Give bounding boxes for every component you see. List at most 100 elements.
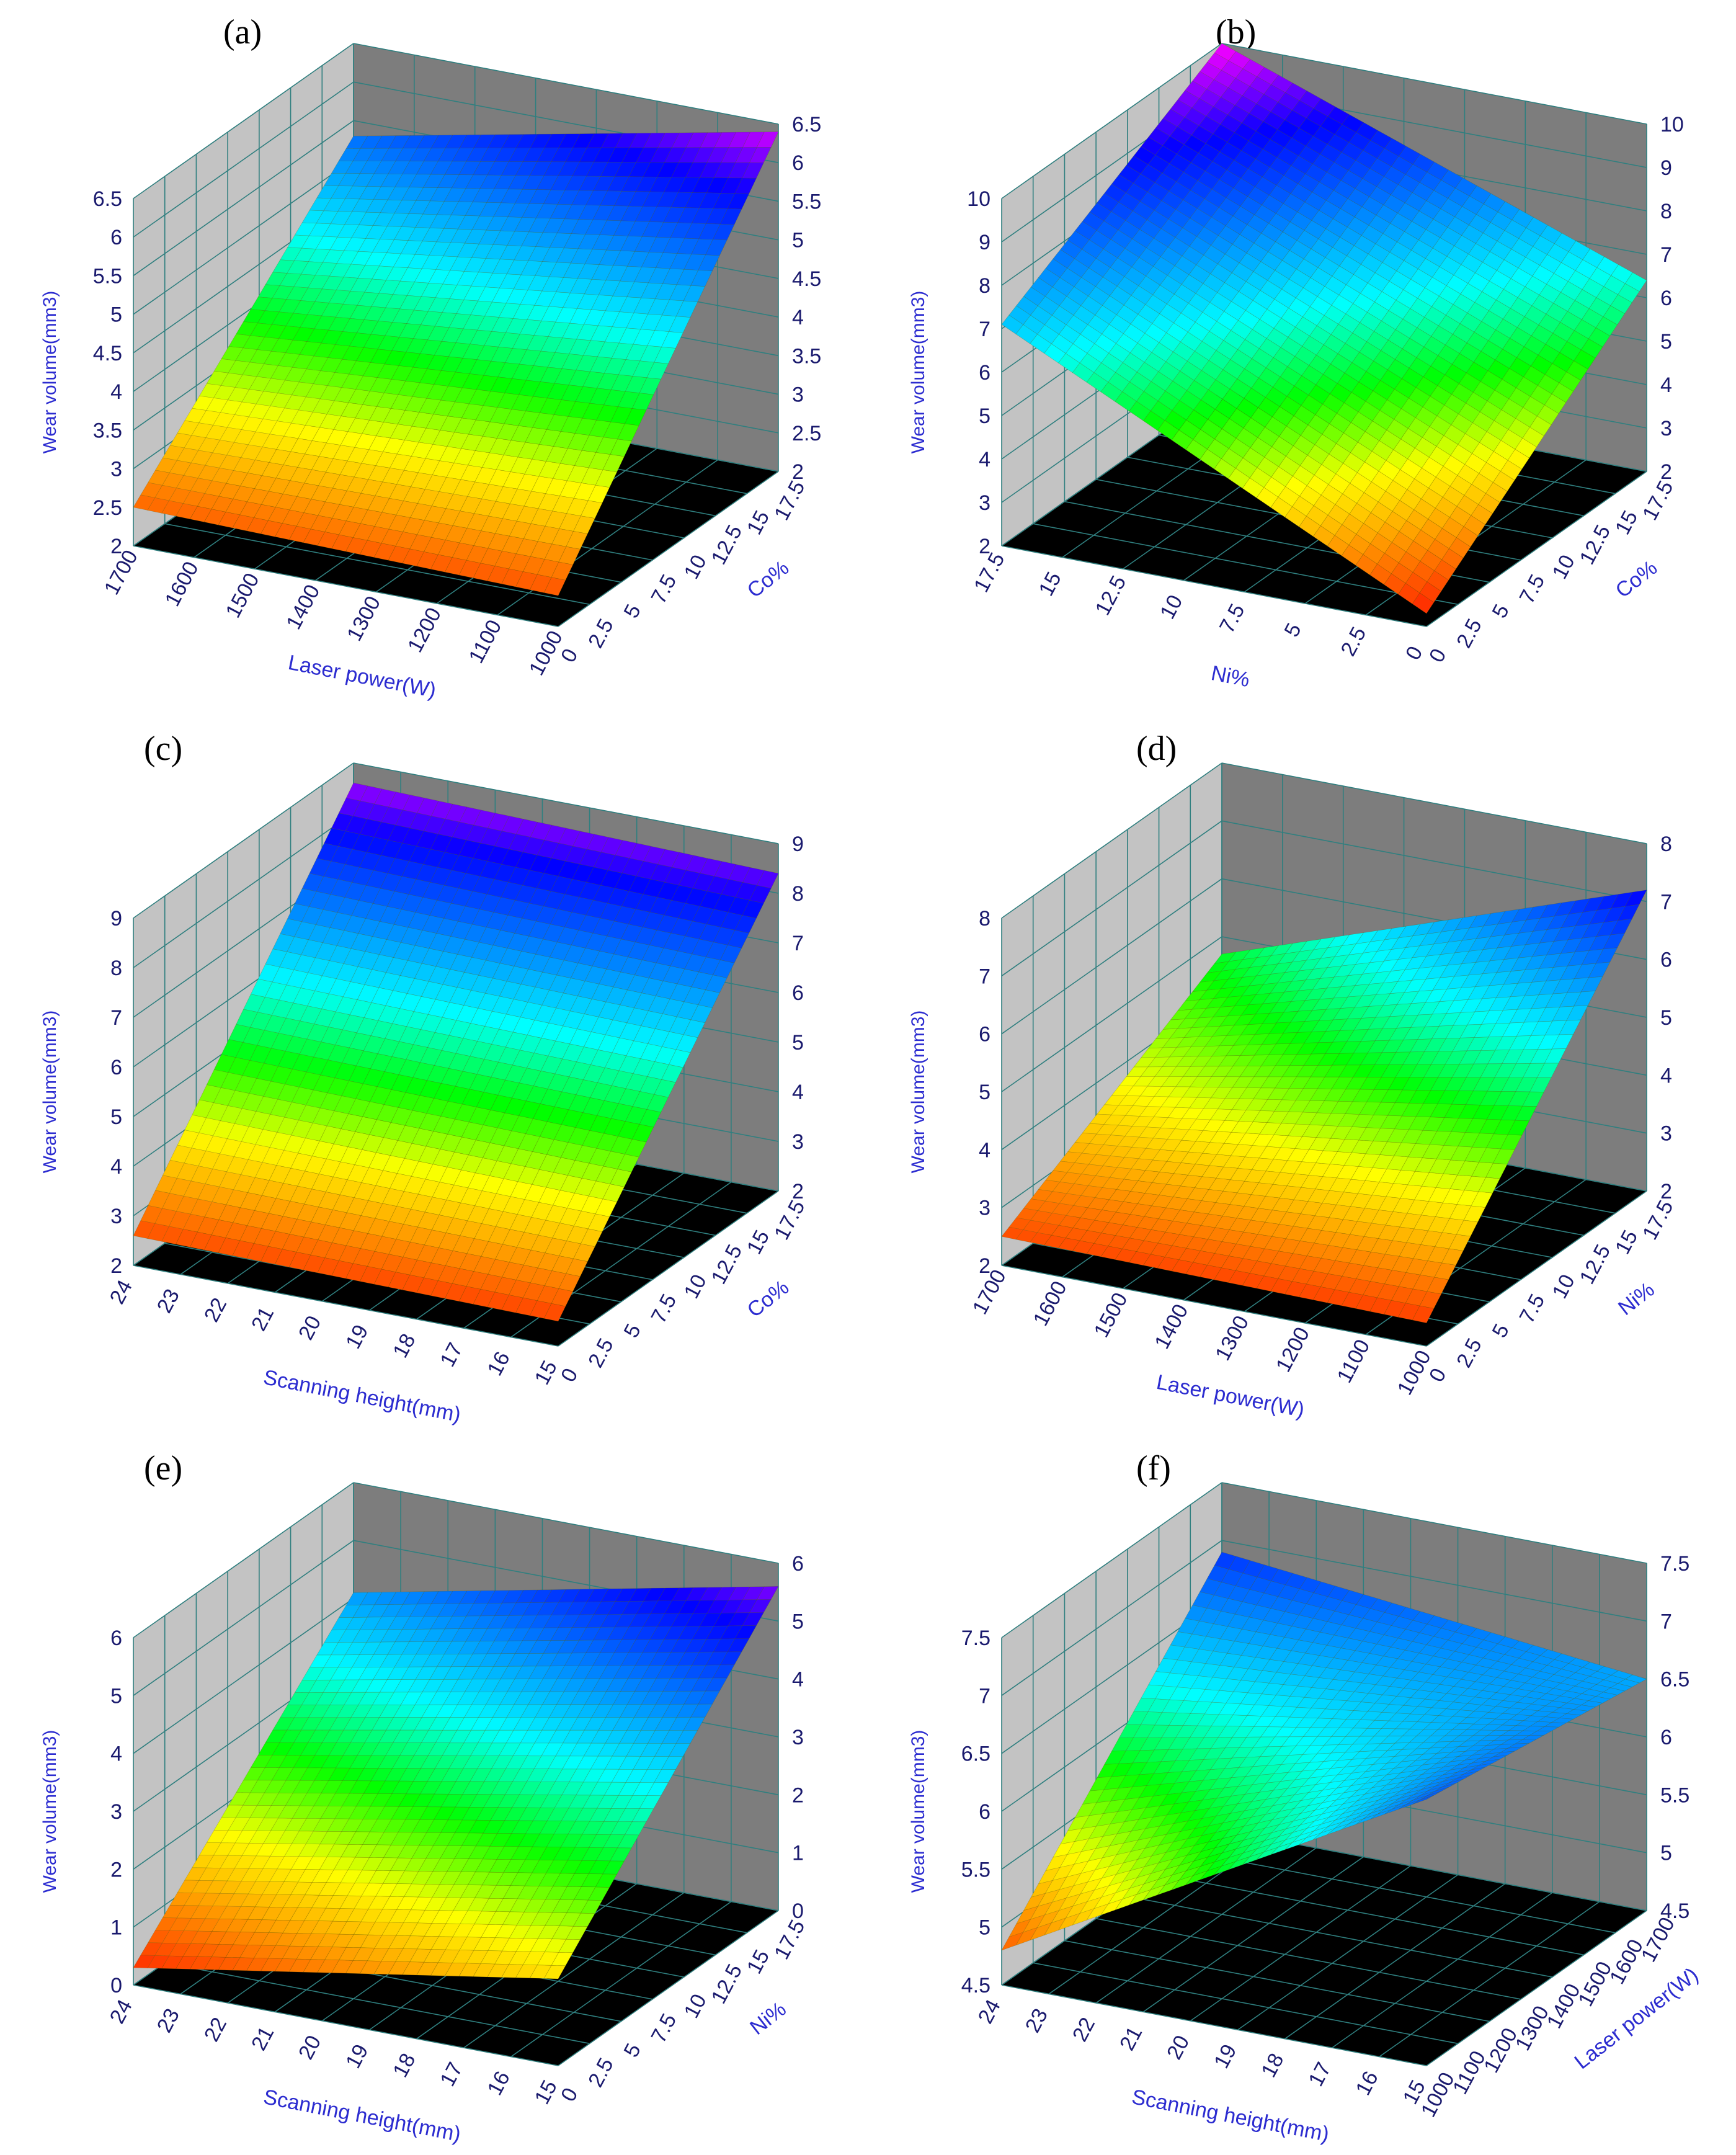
z-tick-label: 6 [979,361,990,385]
y-tick-label: 15 [1611,1226,1642,1258]
z-tick-label: 3.5 [792,344,821,368]
x-tick-label: 1400 [282,581,324,633]
x-tick-label: 24 [105,1276,137,1308]
surface-cell [324,172,346,186]
z-tick-label: 3 [110,458,122,481]
y-tick-label: 17.5 [770,1197,810,1244]
x-tick-label: 1100 [464,616,506,667]
z-axis-label: Wear volume(mm3) [40,1011,60,1174]
z-tick-label: 4 [792,1668,804,1692]
y-tick-label: 5 [619,600,645,622]
y-tick-label: 10 [1547,1270,1579,1302]
z-tick-label: 3 [792,383,804,407]
z-tick-label: 5 [110,1684,122,1708]
z-tick-label: 5.5 [93,264,122,288]
z-tick-label: 3 [110,1205,122,1228]
x-tick-label: 1100 [1332,1336,1374,1386]
y-tick-label: 15 [1611,507,1642,538]
z-tick-label: 3 [792,1726,804,1749]
x-tick-label: 23 [153,2005,184,2037]
y-tick-label: 15 [742,1226,774,1258]
z-tick-label: 4 [792,306,804,329]
z-tick-label: 8 [110,957,122,980]
y-tick-label: 7.5 [647,571,682,608]
z-tick-label: 8 [979,274,990,298]
z-axis-label: Wear volume(mm3) [908,291,928,454]
x-tick-label: 1700 [968,1266,1011,1319]
x-tick-label: 17 [435,2058,467,2090]
x-tick-label: 1500 [221,569,264,622]
z-tick-label: 10 [1660,113,1684,136]
z-tick-label: 2 [792,1783,804,1807]
z-tick-label: 5 [110,303,122,327]
x-tick-label: 18 [388,1330,420,1362]
panel-label: (a) [223,13,262,51]
z-tick-label: 5.5 [792,190,821,213]
z-tick-label: 2.5 [792,422,821,445]
z-tick-label: 3.5 [93,419,122,442]
y-tick-label: 17.5 [770,1916,810,1963]
z-tick-label: 8 [1660,832,1672,856]
z-tick-label: 5 [792,1610,804,1633]
y-tick-label: 15 [742,507,774,538]
z-tick-label: 4 [1660,1064,1672,1087]
z-tick-label: 7 [1660,243,1672,267]
x-tick-label: 21 [247,2023,278,2055]
z-tick-label: 5 [792,1031,804,1055]
z-tick-label: 9 [1660,156,1672,180]
x-tick-label: 1600 [1029,1277,1072,1330]
y-tick-label: 0 [556,645,582,667]
y-tick-label: 5 [619,1320,645,1342]
x-tick-label: 17 [435,1339,467,1370]
side-grid-line [133,120,354,277]
z-axis-label: Wear volume(mm3) [40,1730,60,1893]
floor-grid-line [164,523,590,605]
z-tick-label: 4 [792,1081,804,1104]
z-tick-label: 4 [110,1155,122,1179]
y-tick-label: 0 [1425,645,1451,667]
x-tick-label: 17.5 [969,549,1010,596]
x-tick-label: 16 [483,1348,515,1380]
surface-chart-5: 001122334455661516171819202122232402.557… [40,1482,810,2146]
x-tick-label: 20 [294,2032,326,2063]
z-tick-label: 10 [967,187,990,211]
surface-cell [272,259,295,274]
z-tick-label: 2 [110,1858,122,1881]
floor-grid-line [558,471,779,627]
floor-grid-line [133,545,559,627]
y-tick-label: 12.5 [1575,521,1616,568]
z-tick-label: 6 [1660,287,1672,310]
x-tick-label: 10 [1155,591,1187,623]
x-tick-label: 21 [247,1303,278,1335]
z-tick-label: 5 [979,1081,990,1104]
x-tick-label: 12.5 [1091,572,1131,619]
y-tick-label: 0 [1425,1365,1451,1386]
y-tick-label: 5 [619,2040,645,2061]
z-tick-label: 4 [110,1742,122,1766]
z-axis-label: Wear volume(mm3) [40,291,60,454]
x-tick-label: 1200 [403,604,446,656]
z-tick-label: 5 [792,229,804,252]
y-tick-label: 7.5 [647,1290,682,1327]
x-axis-label: Scanning height(mm) [262,2085,463,2146]
surface-chart-4: 2233445566778810001100120013001400150016… [908,762,1678,1422]
z-tick-label: 4.5 [792,267,821,291]
y-axis-label: Ni% [1614,1278,1659,1320]
x-axis-label: Scanning height(mm) [262,1365,463,1427]
side-grid-line [133,159,354,315]
side-grid-line [133,81,354,238]
x-tick-label: 23 [153,1285,184,1317]
x-tick-label: 5 [1280,619,1306,641]
y-tick-label: 12.5 [707,1960,747,2007]
surface-cell [257,284,280,298]
y-tick-label: 10 [679,1990,711,2022]
y-axis-label: Co% [743,556,793,602]
x-tick-label: 0 [1401,643,1427,664]
surface-cell [228,334,251,349]
x-tick-label: 19 [341,1321,373,1352]
z-axis-label: Wear volume(mm3) [908,1011,928,1174]
z-tick-label: 8 [979,907,990,930]
surface-cell [206,370,229,386]
z-tick-label: 8 [792,882,804,906]
z-tick-label: 4 [979,448,990,471]
